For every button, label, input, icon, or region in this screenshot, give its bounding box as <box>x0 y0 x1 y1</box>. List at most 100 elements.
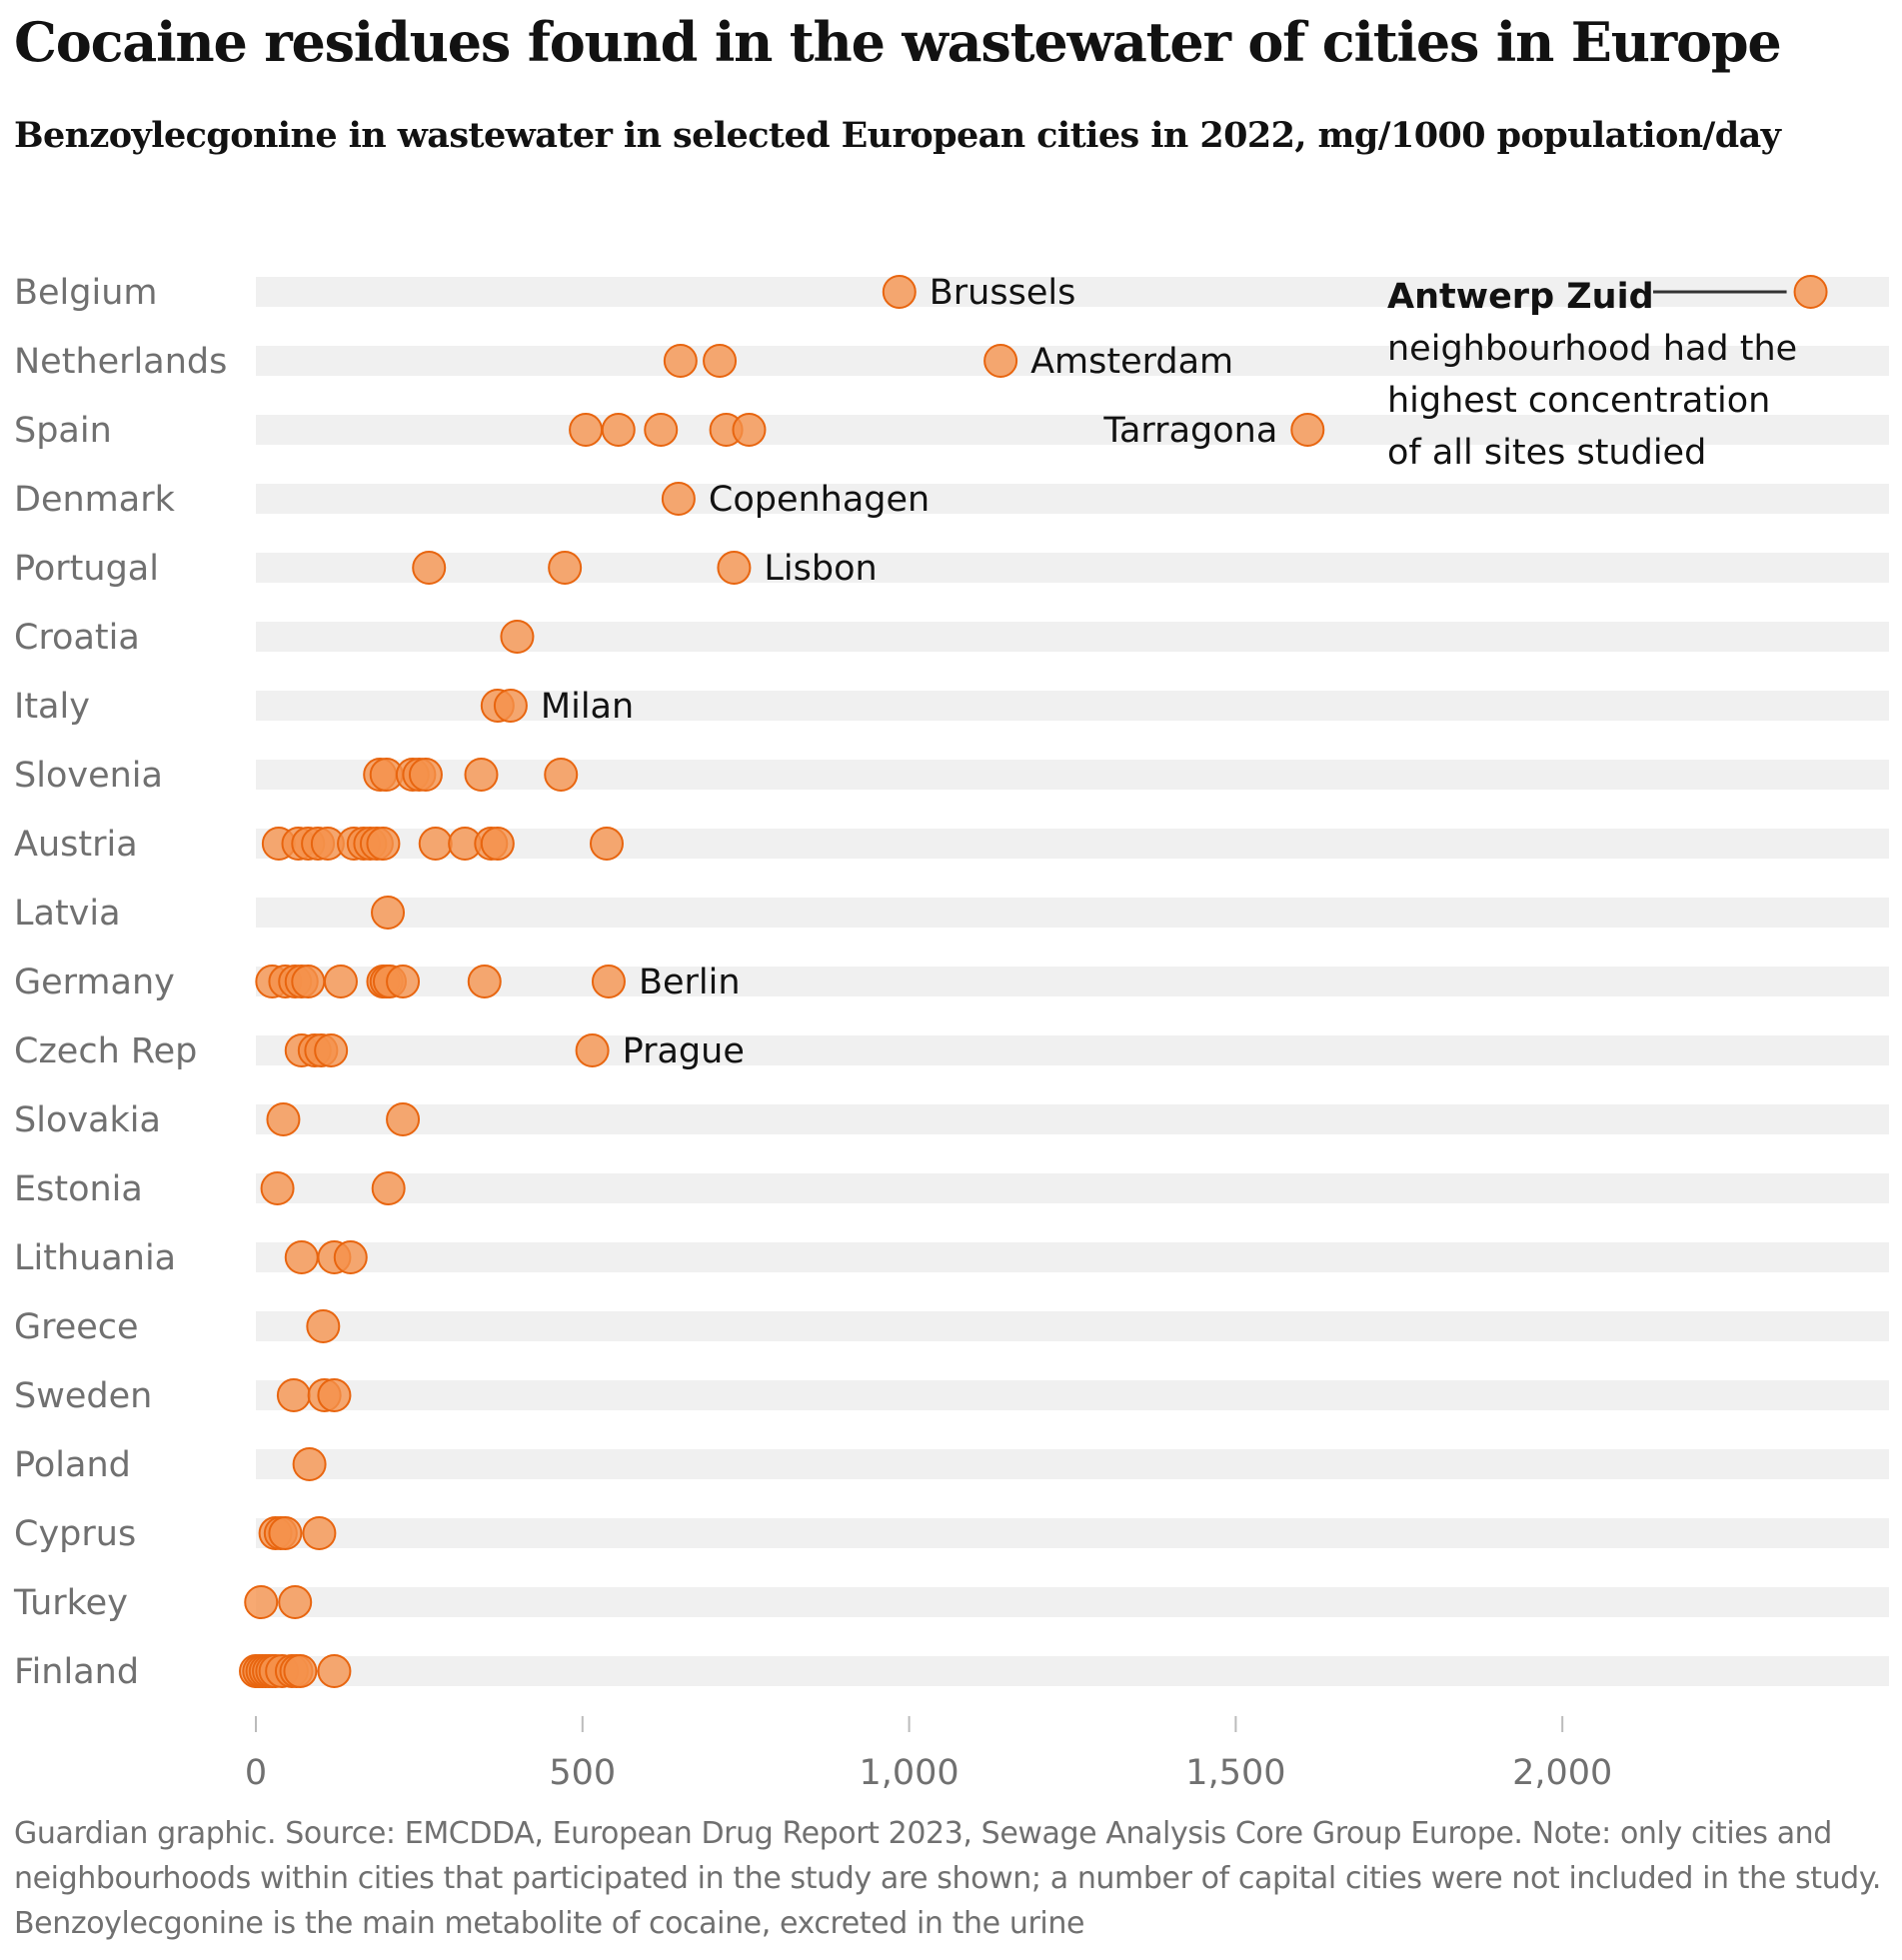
data-point <box>589 827 624 861</box>
row-band <box>256 484 1889 514</box>
data-point <box>302 1516 337 1550</box>
row-band <box>256 1587 1889 1617</box>
row-band <box>256 1173 1889 1203</box>
country-labels: Belgium Netherlands Spain Denmark Portugal Cr… <box>13 273 227 1692</box>
country-label: Denmark <box>14 480 176 520</box>
data-point <box>644 413 679 447</box>
data-point <box>283 1654 318 1688</box>
country-label: Turkey <box>13 1583 128 1623</box>
annotation-text: Antwerp Zuid neighbourhood had the highe… <box>1387 277 1808 473</box>
city-label: Prague <box>623 1031 745 1071</box>
row-band <box>256 691 1889 721</box>
row-bands <box>256 277 1889 1686</box>
data-point <box>333 1240 368 1274</box>
city-label: Berlin <box>639 963 741 1002</box>
data-point <box>317 1378 352 1412</box>
country-label: Slovakia <box>14 1100 161 1140</box>
country-label: Sweden <box>14 1376 152 1416</box>
data-point <box>480 827 515 861</box>
country-label: Poland <box>14 1445 131 1485</box>
country-label: Lithuania <box>14 1238 176 1278</box>
row-band <box>256 553 1889 583</box>
chart-subtitle: Benzoylecgonine in wastewater in selecte… <box>14 115 1781 156</box>
row-band <box>256 898 1889 928</box>
data-point <box>412 551 447 585</box>
row-band <box>256 415 1889 445</box>
x-tick-label: 2,000 <box>1512 1753 1612 1793</box>
data-point <box>317 1654 352 1688</box>
source-note: Guardian graphic. Source: EMCDDA, Europe… <box>14 1816 1882 1941</box>
x-tick-label: 0 <box>245 1753 267 1793</box>
data-point <box>260 1171 295 1205</box>
country-label: Germany <box>14 963 175 1002</box>
data-point <box>408 758 443 792</box>
city-labels: Brussels Amsterdam Tarragona Copenhagen Lisb… <box>541 273 1277 1071</box>
x-tick-label: 1,000 <box>859 1753 958 1793</box>
country-label: Croatia <box>14 618 140 658</box>
country-label: Austria <box>14 825 138 865</box>
x-tick-label: 1,500 <box>1185 1753 1285 1793</box>
row-band <box>256 1242 1889 1272</box>
data-point <box>717 551 752 585</box>
data-point <box>266 1102 301 1136</box>
annotation-bold-text: Antwerp Zuid <box>1387 277 1654 317</box>
city-label: Milan <box>541 687 634 727</box>
city-label: Copenhagen <box>709 480 930 520</box>
country-label: Portugal <box>14 549 159 589</box>
country-label: Czech Rep <box>14 1031 197 1071</box>
data-point <box>1290 413 1325 447</box>
country-label: Greece <box>14 1307 139 1347</box>
data-point <box>276 1378 311 1412</box>
antwerp-annotation: Antwerp Zuid neighbourhood had the highe… <box>1387 277 1808 473</box>
row-band <box>256 1380 1889 1410</box>
data-point <box>366 827 401 861</box>
row-band <box>256 346 1889 376</box>
annotation-line: of all sites studied <box>1387 433 1706 473</box>
data-point <box>493 689 528 723</box>
x-tick-label: 500 <box>549 1753 616 1793</box>
data-point <box>661 482 696 516</box>
data-point <box>306 1309 341 1343</box>
row-band <box>256 1035 1889 1065</box>
country-label: Netherlands <box>14 342 227 382</box>
data-point <box>601 413 636 447</box>
data-point <box>284 1240 319 1274</box>
data-point <box>371 896 406 930</box>
city-label: Brussels <box>930 273 1076 313</box>
data-points <box>239 275 1828 1688</box>
data-point <box>548 551 583 585</box>
data-point <box>732 413 767 447</box>
row-band <box>256 760 1889 790</box>
city-label: Lisbon <box>764 549 877 589</box>
country-label: Cyprus <box>14 1514 136 1554</box>
data-point <box>386 1102 421 1136</box>
data-point <box>418 827 453 861</box>
annotation-line: neighbourhood had the <box>1387 329 1797 369</box>
data-point <box>278 1585 313 1619</box>
chart-title: Cocaine residues found in the wastewater… <box>14 10 1782 74</box>
data-point <box>544 758 579 792</box>
data-point <box>292 1447 327 1481</box>
data-point <box>291 965 326 998</box>
data-point <box>323 965 358 998</box>
data-point <box>591 965 626 998</box>
row-band <box>256 1104 1889 1134</box>
annotation-line: highest concentration <box>1387 381 1770 421</box>
row-band <box>256 1518 1889 1548</box>
row-band <box>256 1449 1889 1479</box>
data-point <box>575 1033 610 1067</box>
x-axis: 0 500 1,000 1,500 2,000 <box>245 1716 1612 1793</box>
city-label: Tarragona <box>1102 411 1277 451</box>
data-point <box>1793 275 1828 309</box>
country-label: Spain <box>14 411 112 451</box>
country-label: Italy <box>14 687 90 727</box>
country-label: Slovenia <box>14 756 163 796</box>
row-band <box>256 829 1889 859</box>
data-point <box>314 1033 349 1067</box>
data-point <box>983 344 1018 378</box>
row-band <box>256 277 1889 307</box>
data-point <box>244 1585 279 1619</box>
data-point <box>464 758 499 792</box>
data-point <box>371 1171 406 1205</box>
